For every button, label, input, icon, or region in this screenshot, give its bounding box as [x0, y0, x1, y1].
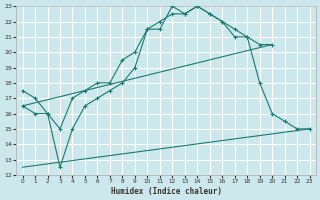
X-axis label: Humidex (Indice chaleur): Humidex (Indice chaleur): [111, 187, 221, 196]
